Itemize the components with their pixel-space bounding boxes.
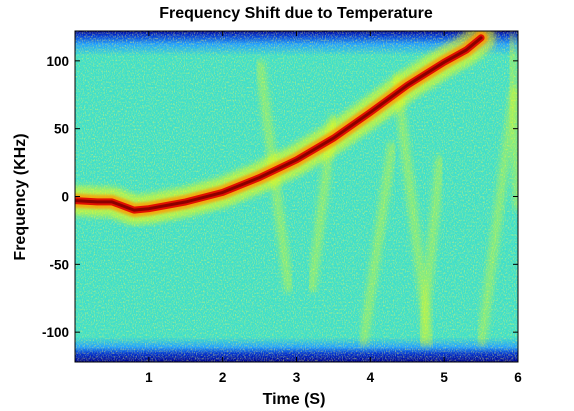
faint-streak-4 bbox=[476, 87, 518, 347]
faint-streak-5 bbox=[506, 33, 518, 211]
y-tick-label: 50 bbox=[54, 122, 69, 137]
x-tick-label: 6 bbox=[514, 370, 522, 385]
y-tick-label: 0 bbox=[61, 190, 69, 205]
x-tick-label: 2 bbox=[219, 370, 227, 385]
y-tick-label: -50 bbox=[49, 257, 69, 272]
y-axis-label: Frequency (KHz) bbox=[12, 133, 29, 260]
faint-streaks bbox=[255, 33, 518, 347]
faint-streak-1 bbox=[358, 141, 397, 347]
x-tick-label: 1 bbox=[145, 370, 153, 385]
x-tick-label: 3 bbox=[293, 370, 301, 385]
x-tick-label: 5 bbox=[440, 370, 448, 385]
y-tick-label: -100 bbox=[42, 325, 69, 340]
faint-streak-3 bbox=[417, 155, 445, 347]
x-axis-label: Time (S) bbox=[263, 391, 326, 408]
spectrogram-area bbox=[75, 31, 518, 362]
signal-trace-peak bbox=[75, 36, 483, 212]
y-tick-label: 100 bbox=[46, 54, 69, 69]
y-axis: 100 50 0 -50 -100 bbox=[42, 54, 518, 340]
x-axis: 1 2 3 4 5 6 bbox=[145, 31, 522, 385]
signal-trace bbox=[75, 31, 497, 226]
chart-title: Frequency Shift due to Temperature bbox=[159, 5, 433, 22]
x-tick-label: 4 bbox=[367, 370, 375, 385]
